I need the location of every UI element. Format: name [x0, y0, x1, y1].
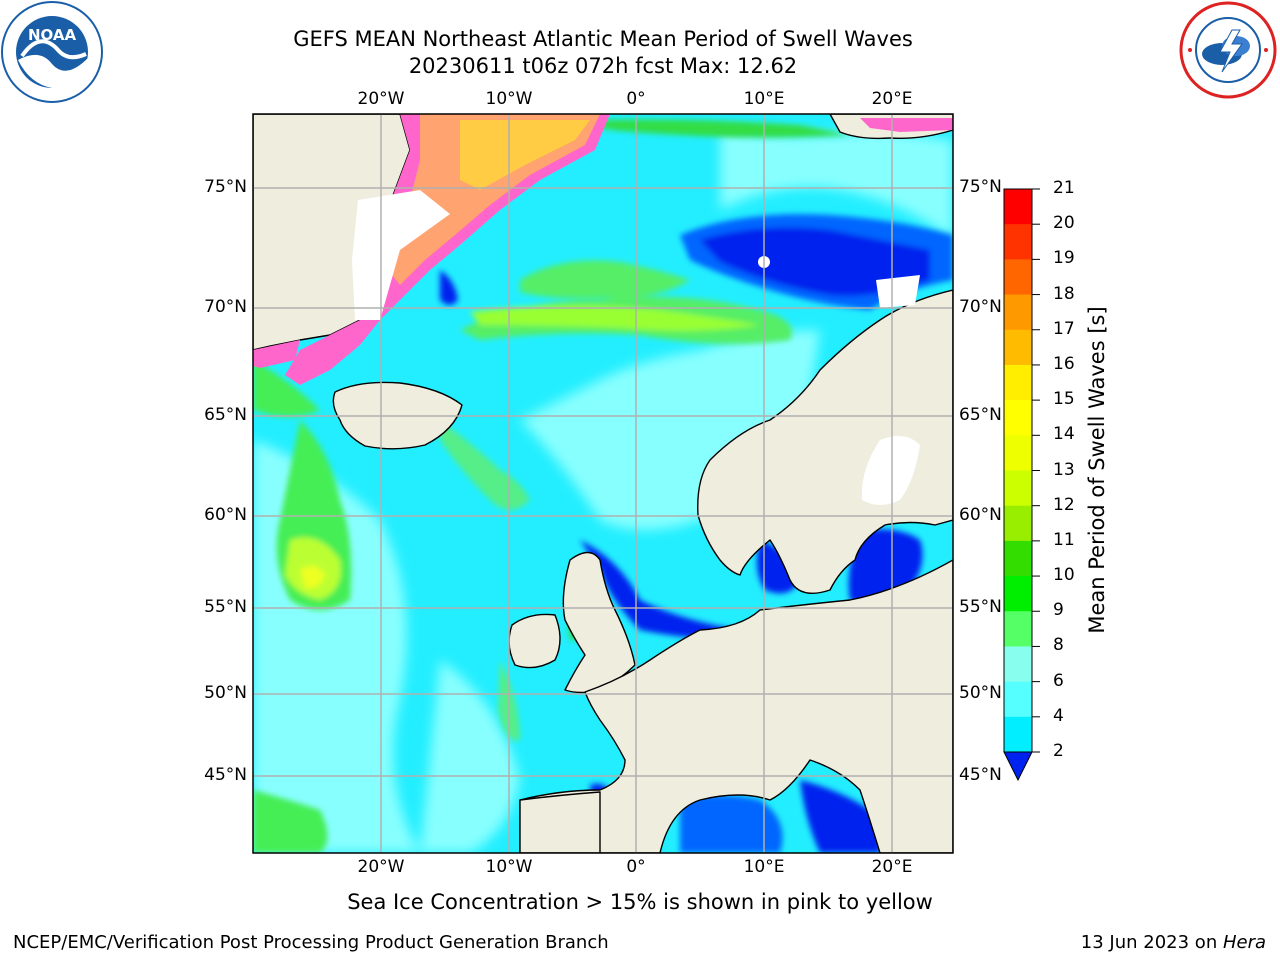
colorbar-tick-label: 6 [1053, 670, 1064, 691]
colorbar-segment [1004, 189, 1032, 225]
nws-logo-icon [1179, 1, 1277, 99]
colorbar-segment [1004, 505, 1032, 542]
colorbar-segment [1004, 576, 1032, 612]
colorbar-tick-label: 8 [1053, 635, 1064, 656]
footer-date-text: 13 Jun 2023 on [1080, 932, 1223, 953]
colorbar-tick-label: 10 [1053, 565, 1075, 586]
colorbar-segment [1004, 646, 1032, 683]
lat-label-left: 55°N [204, 597, 247, 617]
lon-label-bottom: 20°W [357, 857, 405, 877]
lat-label-right: 75°N [959, 177, 1002, 197]
noaa-logo-text: NOAA [28, 26, 77, 44]
lat-label-right: 60°N [959, 505, 1002, 525]
lon-label-bottom: 10°W [485, 857, 533, 877]
lon-label-top: 20°W [357, 89, 405, 109]
colorbar-segment [1004, 681, 1032, 718]
graticule-lines [253, 114, 953, 853]
colorbar-segment [1004, 224, 1032, 260]
sea-ice-caption: Sea Ice Concentration > 15% is shown in … [347, 890, 933, 914]
colorbar-tick-label: 13 [1053, 459, 1075, 480]
map-field-layers [253, 114, 953, 853]
colorbar-segment [1004, 329, 1032, 366]
colorbar-segment [1004, 294, 1032, 331]
colorbar-tick-label: 11 [1053, 529, 1075, 550]
lon-label-top: 20°E [871, 89, 913, 109]
colorbar-tick-label: 14 [1053, 424, 1075, 445]
lat-label-left: 65°N [204, 405, 247, 425]
colorbar-label: Mean Period of Swell Waves [s] [1085, 306, 1109, 634]
footer-branch: NCEP/EMC/Verification Post Processing Pr… [13, 932, 609, 953]
colorbar-tick-label: 20 [1053, 213, 1075, 234]
lon-label-bottom: 0° [626, 857, 646, 877]
land-ice [352, 190, 920, 320]
lat-label-left: 45°N [204, 765, 247, 785]
colorbar-segment [1004, 364, 1032, 401]
colorbar-segment [1004, 611, 1032, 647]
colorbar-segment [1004, 540, 1032, 577]
lat-label-left: 60°N [204, 505, 247, 525]
colorbar-segment [1004, 259, 1032, 296]
lat-label-right: 55°N [959, 597, 1002, 617]
lat-label-right: 50°N [959, 683, 1002, 703]
colorbar [1003, 188, 1040, 782]
lat-label-right: 65°N [959, 405, 1002, 425]
colorbar-segment [1004, 716, 1032, 753]
lon-label-top: 10°E [743, 89, 785, 109]
lon-label-top: 0° [626, 89, 646, 109]
lon-label-bottom: 10°E [743, 857, 785, 877]
lat-label-right: 45°N [959, 765, 1002, 785]
colorbar-tick-label: 9 [1053, 600, 1064, 621]
land-masses [253, 114, 953, 853]
colorbar-tick-label: 21 [1053, 178, 1075, 198]
lon-label-bottom: 20°E [871, 857, 913, 877]
colorbar-tick-label: 2 [1053, 741, 1064, 761]
colorbar-extension [1003, 751, 1033, 782]
colorbar-tick-label: 18 [1053, 283, 1075, 304]
baltic-water-mask [861, 436, 920, 505]
colorbar-tick-label: 16 [1053, 353, 1075, 374]
footer-date: 13 Jun 2023 on Hera [1081, 932, 1266, 953]
lat-label-left: 50°N [204, 683, 247, 703]
colorbar-tick-label: 4 [1053, 705, 1064, 726]
colorbar-tick-label: 17 [1053, 318, 1075, 339]
colorbar-segment [1004, 470, 1032, 507]
map-frame [252, 113, 954, 854]
lon-label-top: 10°W [485, 89, 533, 109]
map-title: GEFS MEAN Northeast Atlantic Mean Period… [293, 27, 913, 51]
lat-label-left: 75°N [204, 177, 247, 197]
lat-label-left: 70°N [204, 297, 247, 317]
colorbar-tick-label: 19 [1053, 248, 1075, 269]
lat-label-right: 70°N [959, 297, 1002, 317]
map-subtitle: 20230611 t06z 072h fcst Max: 12.62 [408, 54, 798, 78]
colorbar-tick-label: 15 [1053, 389, 1075, 410]
noaa-logo-icon: NOAA [1, 1, 103, 103]
colorbar-segment [1004, 400, 1032, 436]
footer-machine: Hera [1222, 932, 1266, 953]
colorbar-segment [1004, 435, 1032, 471]
colorbar-tick-label: 12 [1053, 494, 1075, 515]
